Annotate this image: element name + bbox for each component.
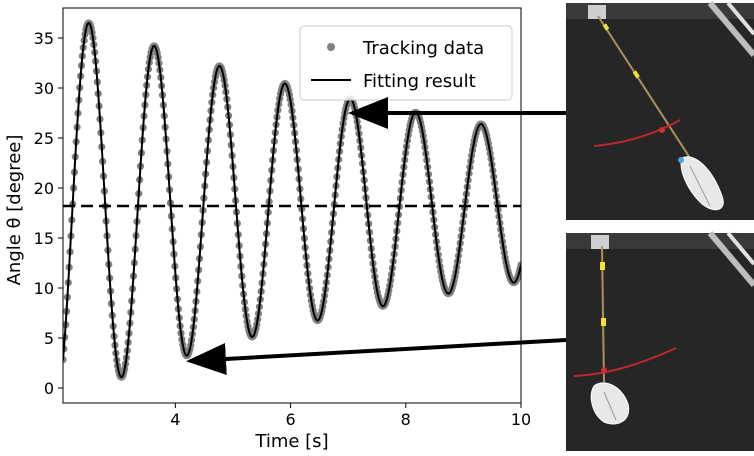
pendulum-photo-trough (566, 231, 754, 451)
legend-marker-tracking (327, 43, 335, 51)
legend: Tracking data Fitting result (299, 25, 513, 101)
y-tick-label: 15 (34, 229, 54, 248)
pendulum-photo-peak (566, 1, 754, 220)
x-tick-label: 8 (401, 410, 411, 429)
legend-label-fitting: Fitting result (363, 71, 476, 92)
y-axis-title: Angle θ [degree] (4, 135, 25, 286)
x-tick-label: 10 (511, 410, 531, 429)
fitting-result-line (63, 22, 521, 379)
y-tick-label: 0 (44, 379, 54, 398)
y-tick-label: 5 (44, 329, 54, 348)
legend-box (299, 25, 513, 101)
legend-label-tracking: Tracking data (362, 38, 484, 59)
y-tick-label: 35 (34, 29, 54, 48)
y-tick-label: 10 (34, 279, 54, 298)
y-tick-label: 20 (34, 179, 54, 198)
plot-frame (62, 7, 522, 404)
y-tick-label: 30 (34, 79, 54, 98)
y-axis: 0 5 10 15 20 25 30 35 (34, 29, 63, 398)
x-tick-label: 6 (285, 410, 295, 429)
arrow-bottom-photo-to-trough (186, 338, 567, 375)
x-tick-label: 4 (170, 410, 180, 429)
y-tick-label: 25 (34, 129, 54, 148)
x-axis: 4 6 8 10 (170, 403, 531, 429)
x-axis-title: Time [s] (254, 431, 328, 452)
